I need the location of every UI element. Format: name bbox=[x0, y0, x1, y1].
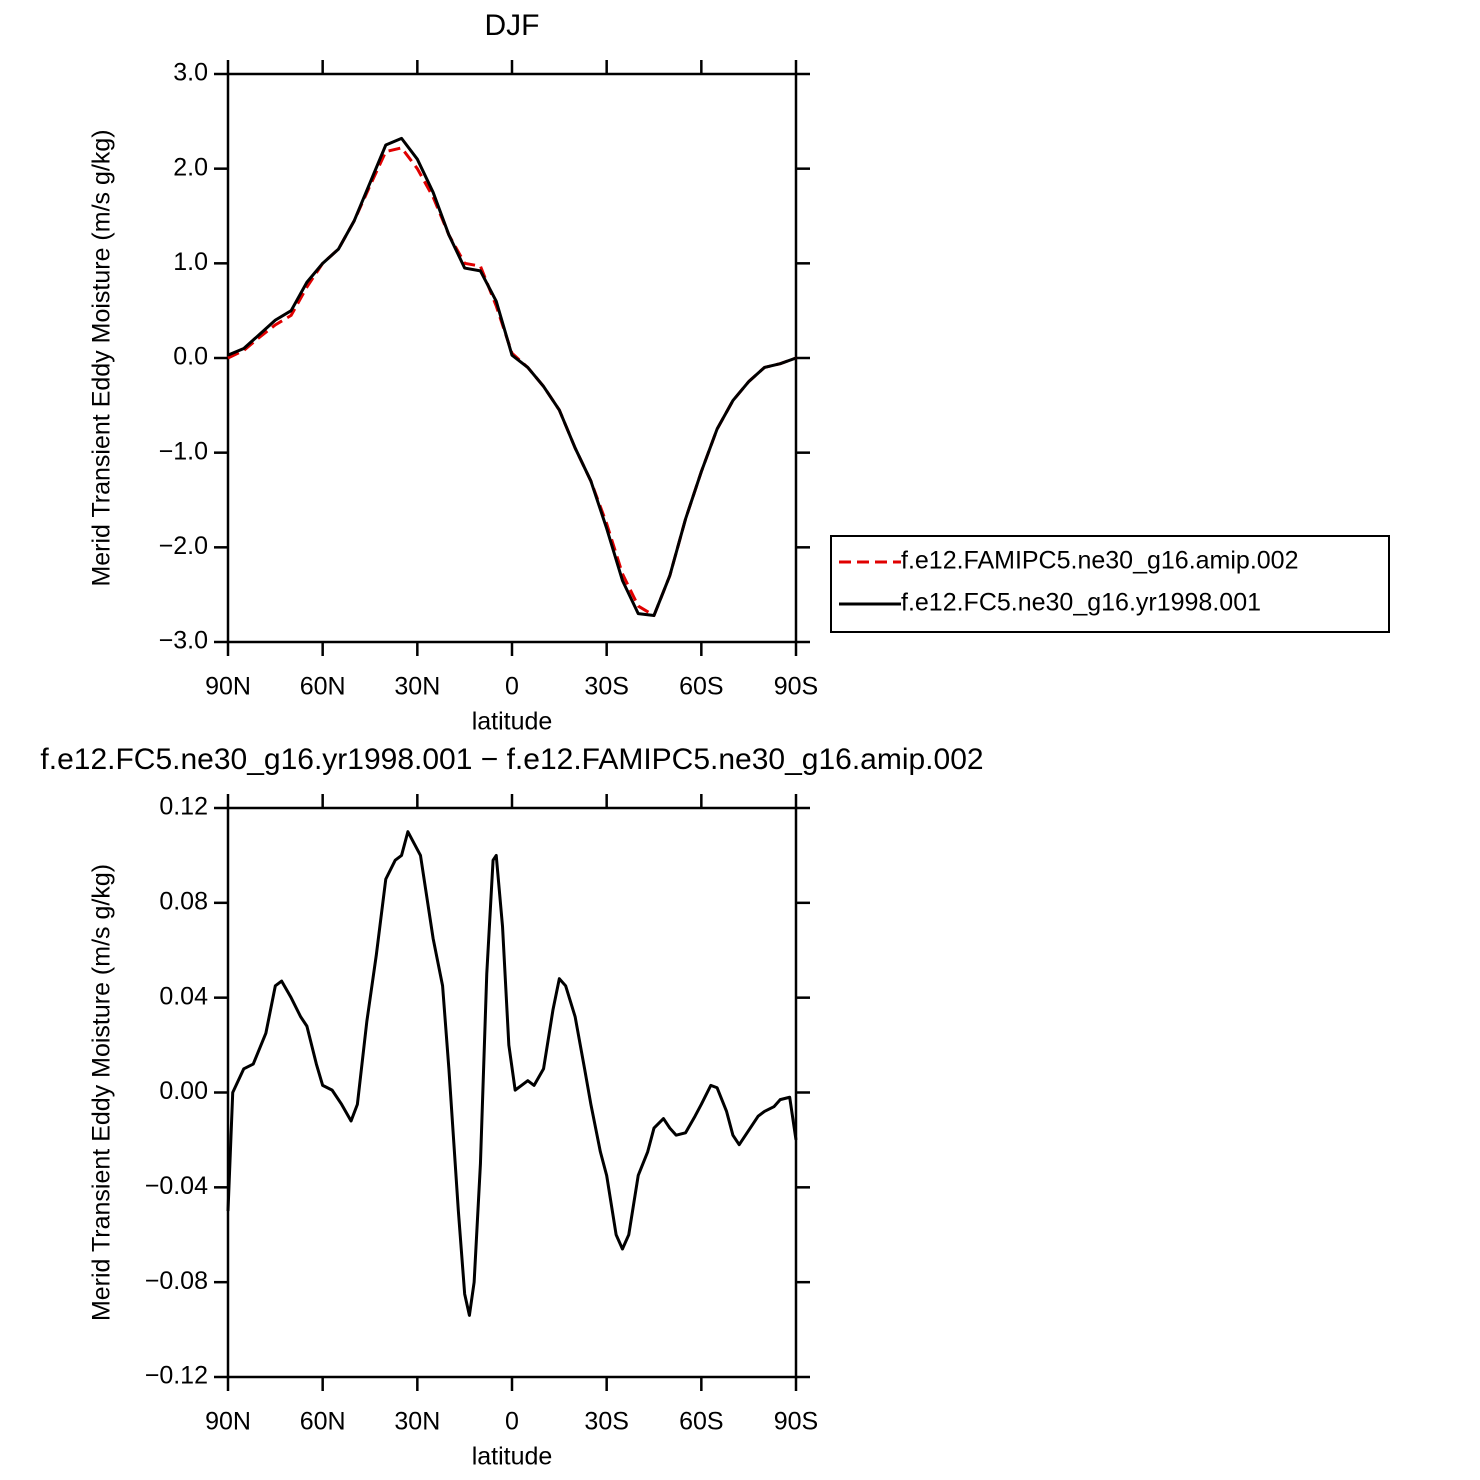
y-tick-label: 3.0 bbox=[173, 59, 208, 87]
legend-box bbox=[830, 535, 1390, 633]
chart-title: f.e12.FC5.ne30_g16.yr1998.001 − f.e12.FA… bbox=[40, 743, 983, 776]
y-axis-title: Merid Transient Eddy Moisture (m/s g/kg) bbox=[88, 129, 116, 586]
y-tick-label: 1.0 bbox=[173, 248, 208, 276]
x-tick-label: 60N bbox=[300, 1408, 346, 1436]
x-tick-label: 60S bbox=[679, 1408, 723, 1436]
x-tick-label: 90S bbox=[774, 1408, 818, 1436]
y-tick-label: −0.12 bbox=[145, 1362, 208, 1390]
x-tick-label: 0 bbox=[505, 673, 519, 701]
x-tick-label: 0 bbox=[505, 1408, 519, 1436]
y-tick-label: 0.08 bbox=[159, 887, 208, 915]
x-tick-label: 30N bbox=[394, 1408, 440, 1436]
x-axis-title: latitude bbox=[472, 1443, 553, 1471]
x-tick-label: 90N bbox=[205, 1408, 251, 1436]
plot-frame bbox=[226, 806, 798, 1379]
x-tick-label: 90S bbox=[774, 673, 818, 701]
x-axis-title: latitude bbox=[472, 708, 553, 736]
x-tick-label: 30S bbox=[584, 673, 628, 701]
y-tick-label: 0.00 bbox=[159, 1077, 208, 1105]
y-axis-title: Merid Transient Eddy Moisture (m/s g/kg) bbox=[88, 864, 116, 1321]
y-tick-label: 0.0 bbox=[173, 343, 208, 371]
y-tick-label: −2.0 bbox=[159, 532, 208, 560]
chart-title: DJF bbox=[485, 9, 540, 42]
y-tick-label: 0.12 bbox=[159, 793, 208, 821]
x-tick-label: 60N bbox=[300, 673, 346, 701]
y-tick-label: −1.0 bbox=[159, 437, 208, 465]
x-tick-label: 30N bbox=[394, 673, 440, 701]
plot-frame bbox=[226, 72, 798, 644]
data-line bbox=[226, 830, 798, 1317]
x-tick-label: 30S bbox=[584, 1408, 628, 1436]
data-line bbox=[227, 136, 797, 617]
legend-label: f.e12.FC5.ne30_g16.yr1998.001 bbox=[901, 589, 1261, 617]
x-tick-label: 60S bbox=[679, 673, 723, 701]
y-tick-label: −3.0 bbox=[159, 627, 208, 655]
data-line bbox=[227, 146, 797, 617]
x-tick-label: 90N bbox=[205, 673, 251, 701]
y-tick-label: 0.04 bbox=[159, 982, 208, 1010]
y-tick-label: −0.08 bbox=[145, 1267, 208, 1295]
y-tick-label: −0.04 bbox=[145, 1172, 208, 1200]
y-tick-label: 2.0 bbox=[173, 153, 208, 181]
legend-label: f.e12.FAMIPC5.ne30_g16.amip.002 bbox=[901, 547, 1299, 575]
